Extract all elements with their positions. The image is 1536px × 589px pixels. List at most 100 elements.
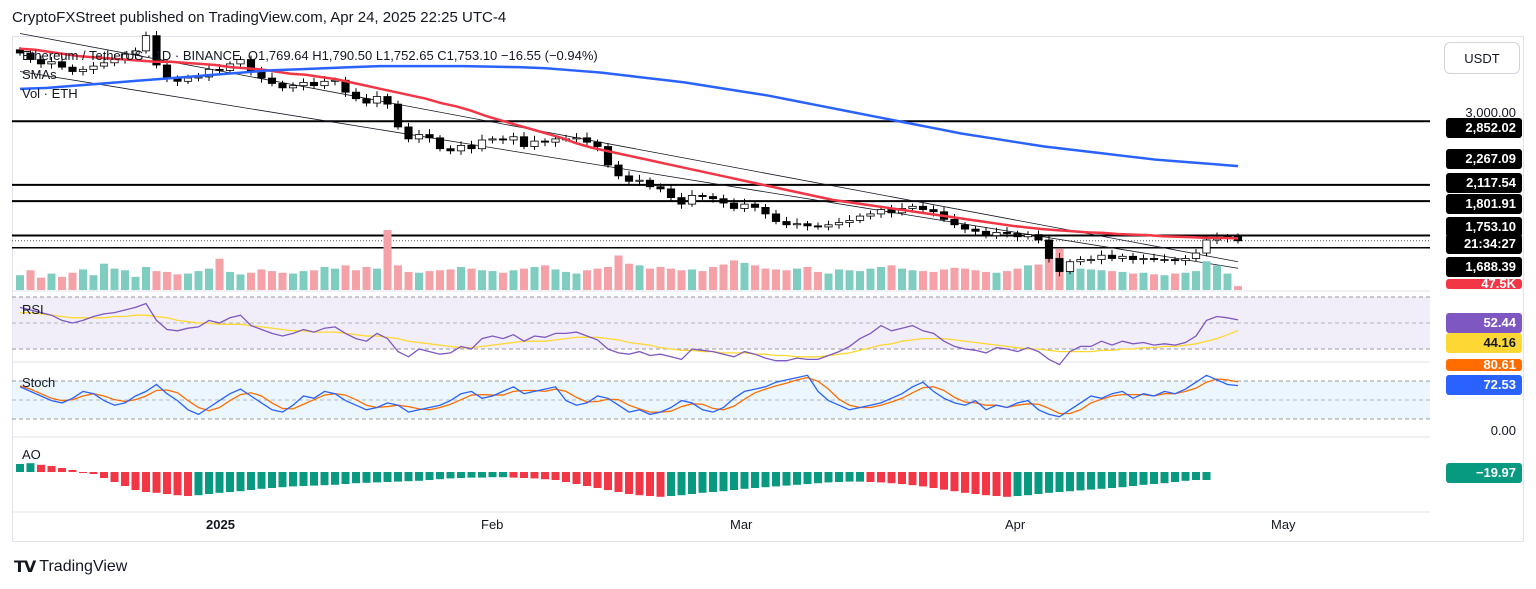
ao-bar [1076, 472, 1085, 491]
candle-body [215, 68, 224, 71]
ao-bar [961, 472, 969, 493]
ao-bar [383, 472, 392, 482]
ao-pane-label[interactable]: AO [22, 447, 41, 462]
ao-bar [1045, 472, 1053, 493]
volume-bar [26, 270, 35, 290]
volume-bar [173, 274, 182, 290]
ao-bar [362, 472, 371, 483]
volume-bar [47, 273, 56, 290]
ao-bar [667, 472, 675, 496]
currency-button[interactable]: USDT [1444, 42, 1520, 74]
candle-body [1149, 258, 1159, 260]
candle-body [551, 138, 560, 143]
candle-body [624, 175, 634, 182]
ao-bar [562, 472, 570, 482]
ao-bar [898, 472, 906, 484]
candle-body [708, 196, 718, 200]
channel-line [19, 33, 1239, 263]
ao-bar [1139, 472, 1148, 485]
price-tag-price: 1,753.10 [1446, 217, 1522, 237]
ao-bar [226, 472, 234, 492]
volume-bar [1045, 245, 1053, 290]
volume-bar [341, 265, 350, 290]
ao-bar [257, 472, 266, 489]
ao-bar [310, 472, 318, 486]
candle-body [68, 66, 77, 72]
volume-bar [310, 270, 318, 290]
ao-bar [373, 472, 381, 483]
volume-bar [436, 270, 444, 290]
ao-bar [488, 472, 497, 478]
volume-bar [688, 269, 696, 290]
ao-bar [1087, 472, 1095, 490]
volume-bar [698, 271, 707, 290]
ao-bar [625, 472, 633, 494]
volume-bar [58, 276, 66, 290]
candle-body [1097, 254, 1106, 260]
volume-bar [1202, 261, 1211, 290]
volume-bar [205, 268, 213, 290]
candle-body [876, 209, 886, 215]
rsi-pane-label[interactable]: RSI [22, 302, 44, 317]
legend-volume[interactable]: Vol · ETH [22, 86, 78, 101]
stoch-k-line [19, 374, 1239, 418]
candle-body [603, 146, 613, 166]
ao-bar [604, 472, 612, 490]
volume-bar [730, 260, 738, 290]
volume-bar [551, 269, 560, 290]
candle-body [288, 85, 298, 89]
ao-bar [583, 472, 591, 486]
ao-bar [425, 472, 434, 480]
price-tag-level: 2,852.02 [1446, 118, 1522, 138]
time-axis-label: Feb [481, 517, 504, 532]
chart-frame[interactable] [12, 36, 1524, 542]
stoch-pane-label[interactable]: Stoch [22, 375, 56, 390]
ao-bar [803, 472, 812, 484]
ao-bar [992, 472, 1001, 496]
ao-bar [415, 472, 423, 481]
volume-bar [793, 268, 801, 290]
volume-bar [824, 273, 833, 290]
time-axis-label: 2025 [206, 517, 235, 532]
candle-body [918, 205, 928, 210]
volume-bar [761, 268, 770, 290]
ao-bar [341, 472, 350, 484]
ao-bar [908, 472, 917, 486]
ao-bar [656, 472, 665, 497]
ao-bar [1160, 472, 1169, 484]
volume-bar [152, 271, 161, 290]
ao-bar [320, 472, 329, 486]
price-tag-level: 2,267.09 [1446, 149, 1522, 169]
volume-bar [625, 263, 633, 290]
candle-body [677, 197, 686, 205]
volume-bar [1150, 274, 1158, 290]
ao-bar [278, 472, 287, 488]
volume-bar [1234, 286, 1242, 290]
volume-bar [887, 265, 896, 290]
ao-bar [1003, 472, 1011, 497]
tradingview-brand[interactable]: 𝗧𝗩 TradingView [14, 557, 127, 577]
candle-body [971, 228, 980, 232]
ao-bar [478, 472, 486, 478]
candle-body [519, 136, 529, 147]
ao-bar [184, 472, 192, 496]
candle-body [47, 61, 56, 65]
ao-bar [142, 472, 150, 492]
ao-bar [814, 472, 822, 484]
volume-bar [992, 272, 1001, 290]
price-tag-level: 1,688.39 [1446, 257, 1522, 277]
legend-symbol[interactable]: Ethereum / TetherUS · 1D · BINANCE [22, 48, 241, 63]
ao-bar [866, 472, 875, 482]
volume-bar [163, 271, 171, 290]
volume-bar [320, 266, 329, 290]
ao-bar [299, 472, 308, 486]
volume-bar [520, 268, 528, 290]
ao-bar [551, 472, 560, 480]
volume-bar [541, 265, 549, 290]
volume-bar [814, 271, 822, 290]
legend-smas[interactable]: SMAs [22, 67, 57, 82]
volume-bar [1087, 269, 1095, 290]
volume-bar [16, 275, 24, 290]
candle-body [1118, 255, 1127, 259]
